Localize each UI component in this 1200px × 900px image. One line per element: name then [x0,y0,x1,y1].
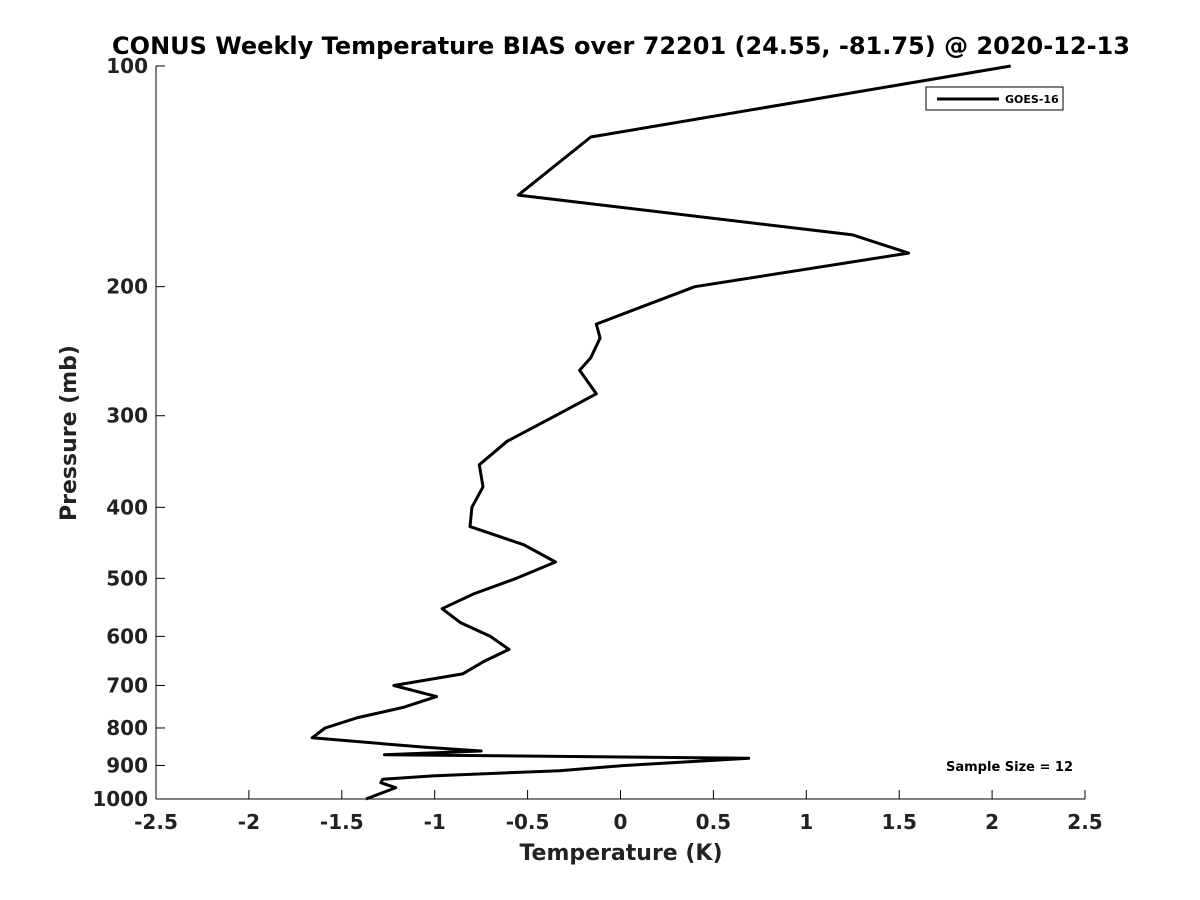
y-tick-label: 300 [106,404,148,428]
y-tick-label: 1000 [92,787,148,811]
y-tick-label: 100 [106,54,148,78]
x-tick-label: -1 [424,810,446,834]
x-axis-ticks: -2.5 -2 -1.5 -1 -0.5 0 0.5 1 1.5 2 2.5 [134,790,1103,834]
y-tick-label: 500 [106,566,148,590]
x-tick-label: -0.5 [506,810,550,834]
y-tick-label: 800 [106,716,148,740]
sample-size-annotation: Sample Size = 12 [946,760,1073,775]
y-tick-label: 700 [106,673,148,697]
chart-title: CONUS Weekly Temperature BIAS over 72201… [112,32,1130,60]
y-axis-label: Pressure (mb) [57,345,82,521]
x-tick-label: 0 [614,810,628,834]
x-tick-label: -2 [238,810,260,834]
x-tick-label: 2.5 [1067,810,1102,834]
x-tick-label: 1 [799,810,813,834]
y-tick-label: 200 [106,275,148,299]
x-tick-label: 2 [985,810,999,834]
legend-label-goes-16: GOES-16 [1005,93,1059,106]
series-line-goes-16 [310,64,1011,801]
legend: GOES-16 [925,86,1064,111]
y-tick-label: 400 [106,495,148,519]
y-tick-label: 900 [106,753,148,777]
x-tick-label: -2.5 [134,810,178,834]
x-tick-label: 1.5 [881,810,916,834]
x-tick-label: -1.5 [320,810,364,834]
x-tick-label: 0.5 [696,810,731,834]
series-group [310,64,1011,801]
plot-area [155,66,1085,800]
y-tick-label: 600 [106,624,148,648]
y-axis-ticks: 100 200 300 400 500 600 700 800 900 1000 [92,54,165,811]
x-axis-label: Temperature (K) [519,841,722,866]
